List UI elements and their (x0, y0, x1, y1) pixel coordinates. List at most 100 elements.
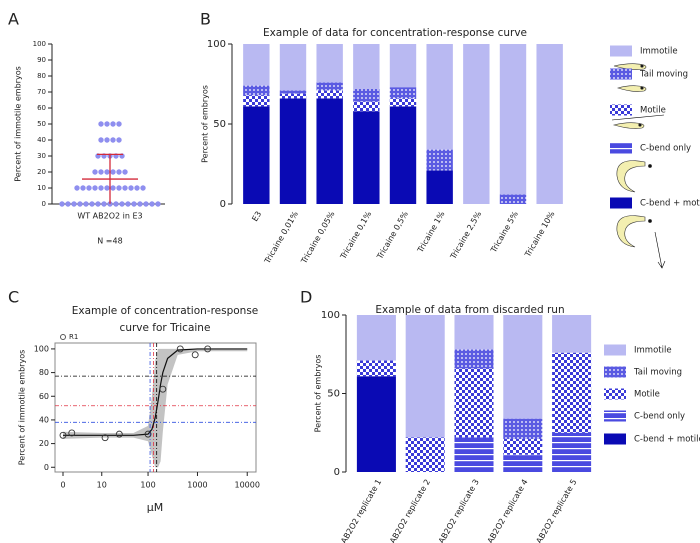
dot (101, 201, 107, 207)
y-tick-label: 30 (37, 152, 46, 160)
data-point (159, 385, 167, 393)
dot (98, 169, 104, 175)
chart-title: Example of data for concentration-respon… (263, 27, 527, 39)
bar-segment (503, 315, 543, 419)
dot (155, 201, 161, 207)
legend-label: C-bend only (634, 412, 685, 422)
panel-label: D (300, 288, 312, 307)
dot (104, 169, 110, 175)
dot (113, 201, 119, 207)
panel-label: A (8, 10, 19, 29)
plot-frame (54, 342, 257, 473)
bar-segment (353, 111, 380, 204)
data-point (68, 429, 76, 437)
x-tick-label: 1000 (187, 481, 207, 490)
legend-label: C-bend only (640, 144, 691, 154)
fish-eye (638, 123, 642, 127)
legend-swatch (610, 142, 632, 154)
dot (110, 137, 116, 143)
fish-icon (612, 122, 645, 129)
chart-title: Example of data from discarded run (375, 304, 564, 316)
bar-segment (279, 93, 307, 99)
bar-segment (536, 44, 563, 204)
y-tick-label: 80 (39, 368, 49, 377)
bar-segment (454, 349, 494, 369)
annotation: N =48 (97, 237, 122, 246)
arrow (654, 231, 666, 269)
fish-icon (616, 85, 647, 92)
legend-marker (60, 334, 66, 340)
chart-title: Example of concentration-response (72, 305, 259, 317)
bar-segment (353, 101, 380, 112)
bar-segment (356, 315, 396, 361)
x-tick-label: Tricaine 0,01% (262, 209, 300, 266)
bar-segment (463, 44, 490, 204)
x-tick-label: AB2O2 replicate 1 (339, 478, 383, 543)
legend-swatch (604, 344, 626, 356)
bar-segment (405, 315, 445, 438)
dot (149, 201, 155, 207)
dot (71, 201, 77, 207)
dot (122, 169, 128, 175)
bar-segment (454, 437, 494, 472)
data-point (204, 345, 212, 353)
bar-segment (405, 437, 445, 472)
bar-segment (503, 418, 543, 440)
y-axis-label: Percent of embryos (201, 85, 210, 163)
dot (89, 201, 95, 207)
dot (134, 185, 140, 191)
legend-swatch (604, 366, 626, 378)
y-tick-label: 50 (37, 120, 46, 128)
dot (128, 185, 134, 191)
x-tick-label: Tricaine 2,5% (448, 209, 483, 261)
confidence-band (63, 348, 248, 468)
y-tick-label: 0 (42, 200, 46, 208)
dot (116, 185, 122, 191)
bar-segment (243, 44, 270, 86)
fish-eye (640, 86, 644, 90)
y-tick-label: 60 (37, 104, 46, 112)
dot (59, 201, 65, 207)
bar-segment (503, 454, 543, 472)
y-axis-label: Percent of embryos (314, 355, 323, 433)
x-tick-label: Tricaine 10% (523, 209, 557, 259)
dot (107, 201, 113, 207)
bar-segment (552, 315, 592, 353)
y-tick-label: 10 (37, 184, 46, 192)
bar-segment (243, 85, 270, 96)
y-tick-label: 50 (327, 389, 340, 400)
dot (110, 121, 116, 127)
y-tick-label: 50 (213, 119, 226, 130)
y-tick-label: 100 (34, 344, 49, 353)
dot (98, 121, 104, 127)
x-tick-label: AB2O2 replicate 5 (534, 478, 578, 543)
legend-label: Motile (640, 106, 666, 116)
x-tick-label: AB2O2 replicate 3 (437, 478, 481, 543)
x-axis-label: µM (147, 501, 164, 514)
x-tick-label: 100 (140, 481, 155, 490)
legend-label: C-bend + motile (640, 199, 700, 209)
y-tick-label: 100 (33, 40, 46, 48)
y-tick-label: 100 (207, 39, 226, 50)
bar-segment (389, 106, 417, 204)
dot (137, 201, 143, 207)
y-tick-label: 70 (37, 88, 46, 96)
bar-segment (499, 44, 527, 195)
fish-icon (616, 215, 646, 248)
bar-segment (279, 44, 307, 91)
y-tick-label: 0 (44, 463, 49, 472)
x-tick-label: Tricaine 1% (415, 209, 446, 255)
panel-label: C (8, 288, 19, 307)
x-tick-label: 0 (60, 481, 65, 490)
legend-swatch (610, 104, 632, 116)
y-tick-label: 80 (37, 72, 46, 80)
data-point (59, 431, 67, 439)
y-axis-label: Percent of immotile embryos (14, 66, 23, 182)
dot (140, 185, 146, 191)
dot (74, 185, 80, 191)
dot (119, 201, 125, 207)
dot (125, 201, 131, 207)
fish-icon (616, 160, 646, 193)
legend-label: Tail moving (633, 368, 682, 378)
